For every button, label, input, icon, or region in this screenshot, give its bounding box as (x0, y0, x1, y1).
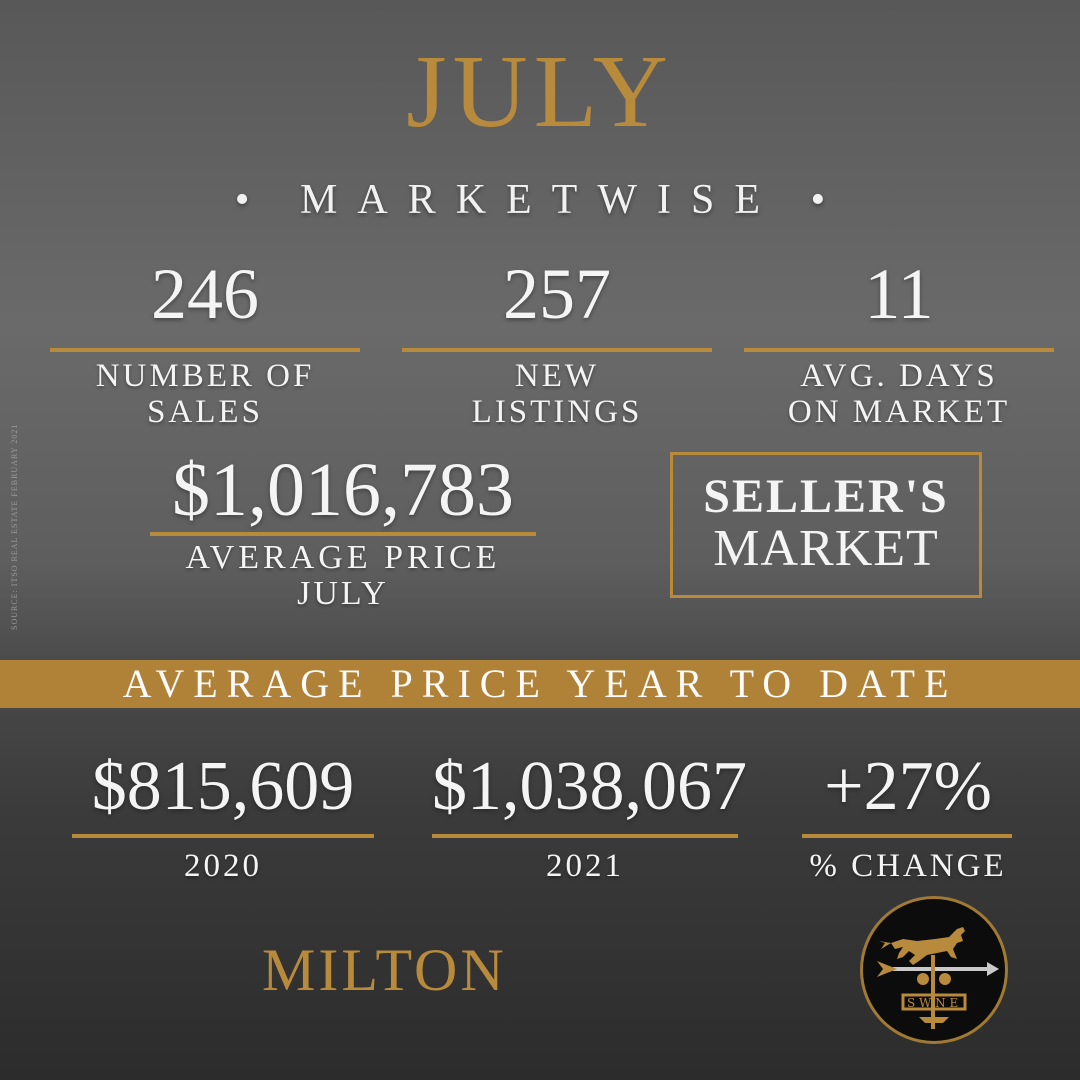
stat-label-line2: ON MARKET (787, 394, 1011, 430)
stat-label-line1: NEW (514, 358, 600, 394)
market-badge-line1: SELLER'S (703, 470, 949, 523)
ytd-label: % CHANGE (809, 848, 1007, 884)
horse-weathervane-icon: S W N E (860, 896, 1008, 1044)
average-price-value: $1,016,783 (172, 448, 514, 532)
divider (744, 348, 1054, 352)
stat-value: 246 (151, 254, 259, 334)
divider (802, 834, 1012, 838)
divider (432, 834, 738, 838)
stat-avg-days-on-market: 11 AVG. DAYS ON MARKET (744, 258, 1054, 430)
ytd-value: +27% (824, 748, 992, 825)
ytd-value: $1,038,067 (432, 748, 747, 825)
stat-label-line1: NUMBER OF (95, 358, 315, 394)
average-price-label-line1: AVERAGE PRICE (185, 539, 501, 576)
divider (402, 348, 712, 352)
stat-number-of-sales: 246 NUMBER OF SALES (50, 258, 360, 430)
stat-new-listings: 257 NEW LISTINGS (402, 258, 712, 430)
average-price-block: $1,016,783 AVERAGE PRICE JULY (150, 452, 536, 612)
ytd-label: 2021 (546, 848, 624, 884)
average-price-label-line2: JULY (297, 575, 389, 612)
svg-text:S W N E: S W N E (907, 996, 958, 1010)
city-name: MILTON (262, 937, 507, 1003)
ytd-label: 2020 (184, 848, 262, 884)
source-note: SOURCE: ITSO REAL ESTATE FEBRUARY 2021 (10, 423, 19, 630)
stat-value: 257 (503, 254, 611, 334)
market-badge-line2: MARKET (713, 520, 939, 577)
month-title: JULY (406, 34, 674, 149)
subtitle: • MARKETWISE • (234, 177, 846, 223)
divider (50, 348, 360, 352)
ytd-2020: $815,609 2020 (72, 752, 374, 884)
ytd-change: +27% % CHANGE (792, 752, 1024, 884)
market-badge: SELLER'S MARKET (670, 452, 982, 598)
stat-label-line2: SALES (147, 394, 263, 430)
divider (150, 532, 536, 536)
stat-label-line2: LISTINGS (471, 394, 643, 430)
divider (72, 834, 374, 838)
stat-value: 11 (864, 254, 934, 334)
stat-label-line1: AVG. DAYS (800, 358, 998, 394)
ytd-2021: $1,038,067 2021 (432, 748, 747, 884)
ytd-value: $815,609 (91, 748, 355, 825)
ytd-banner: AVERAGE PRICE YEAR TO DATE (0, 660, 1080, 708)
